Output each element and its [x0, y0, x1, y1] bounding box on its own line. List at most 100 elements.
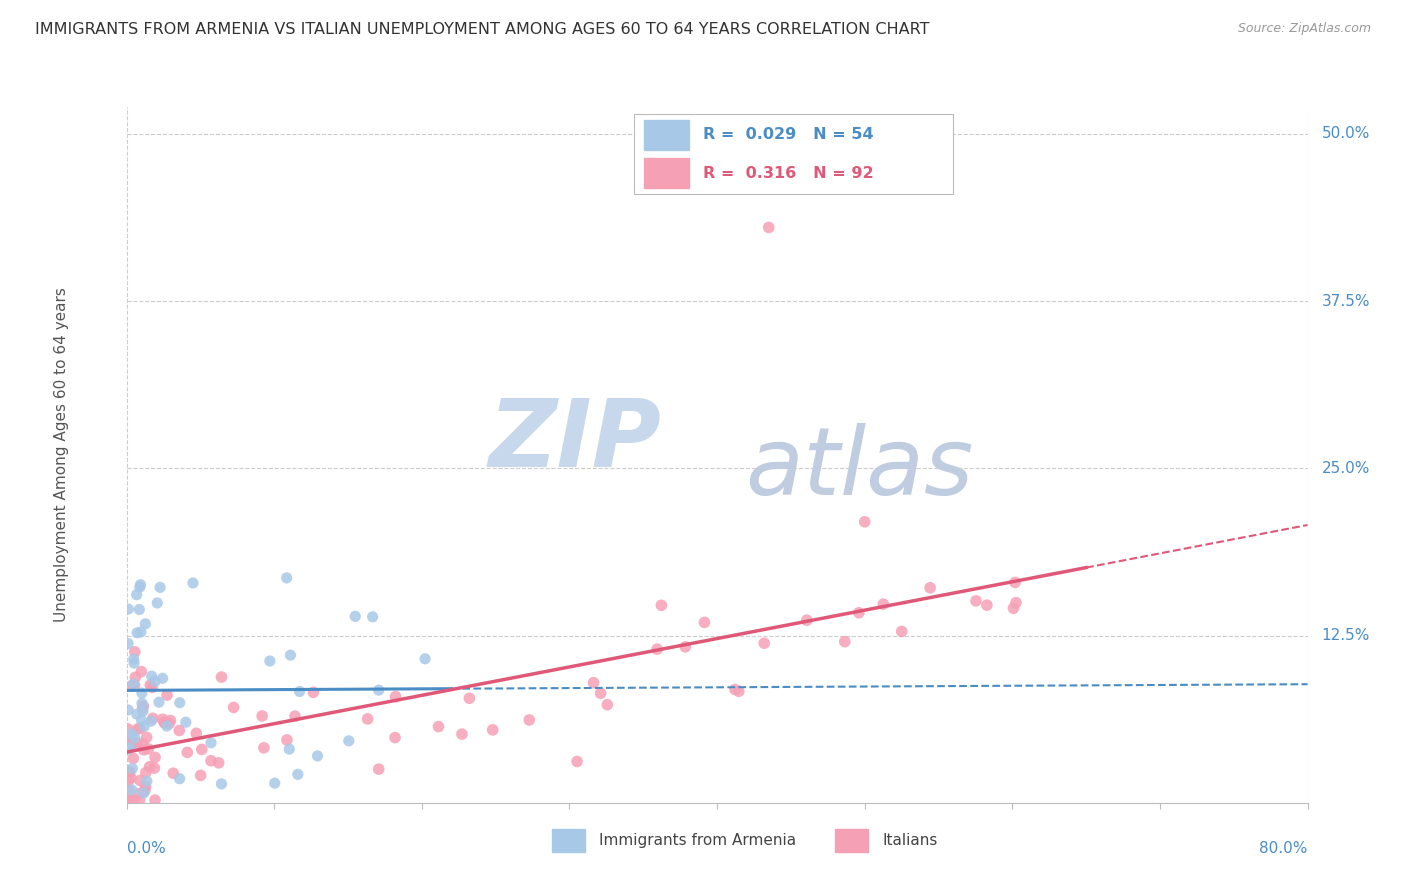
- Point: [367, 683, 389, 698]
- Point: [384, 690, 406, 704]
- Point: [121, 679, 143, 693]
- Point: [211, 777, 233, 791]
- Point: [129, 578, 152, 592]
- Point: [143, 674, 166, 689]
- Point: [302, 685, 325, 699]
- Point: [176, 745, 198, 759]
- Point: [117, 636, 139, 650]
- Point: [190, 768, 212, 782]
- Point: [129, 773, 152, 788]
- Point: [280, 648, 302, 662]
- Point: [1002, 601, 1025, 615]
- Text: Source: ZipAtlas.com: Source: ZipAtlas.com: [1237, 22, 1371, 36]
- Point: [673, 640, 696, 654]
- Point: [754, 636, 776, 650]
- Point: [191, 742, 214, 756]
- Point: [169, 696, 191, 710]
- Point: [645, 642, 668, 657]
- Point: [122, 652, 145, 666]
- Point: [222, 700, 245, 714]
- Point: [344, 609, 367, 624]
- Text: Unemployment Among Ages 60 to 64 years: Unemployment Among Ages 60 to 64 years: [53, 287, 69, 623]
- Point: [853, 515, 876, 529]
- Point: [134, 719, 156, 733]
- Point: [307, 748, 329, 763]
- Point: [458, 691, 481, 706]
- Point: [200, 736, 222, 750]
- Point: [124, 678, 146, 692]
- Point: [135, 731, 157, 745]
- Point: [143, 761, 166, 775]
- Point: [122, 751, 145, 765]
- Point: [122, 677, 145, 691]
- Point: [124, 731, 146, 745]
- Point: [284, 709, 307, 723]
- Point: [920, 581, 942, 595]
- Point: [596, 698, 619, 712]
- Text: 80.0%: 80.0%: [1260, 841, 1308, 856]
- Text: 12.5%: 12.5%: [1322, 628, 1369, 643]
- Text: 0.0%: 0.0%: [127, 841, 166, 856]
- Point: [181, 576, 204, 591]
- Point: [367, 762, 389, 776]
- Point: [152, 671, 174, 685]
- Point: [288, 684, 311, 698]
- Point: [138, 760, 160, 774]
- Point: [276, 733, 298, 747]
- Point: [132, 699, 155, 714]
- Point: [976, 598, 998, 612]
- Point: [120, 771, 142, 785]
- Point: [834, 634, 856, 648]
- Point: [159, 714, 181, 728]
- Point: [143, 750, 166, 764]
- Point: [263, 776, 285, 790]
- Point: [153, 715, 176, 730]
- Bar: [644, 158, 689, 188]
- Point: [135, 780, 157, 794]
- Point: [693, 615, 716, 630]
- Point: [276, 571, 298, 585]
- Point: [121, 782, 143, 797]
- Point: [117, 703, 139, 717]
- Point: [134, 783, 156, 797]
- Point: [117, 742, 139, 756]
- Point: [1005, 596, 1028, 610]
- Point: [124, 645, 146, 659]
- Point: [796, 613, 818, 627]
- Text: 25.0%: 25.0%: [1322, 461, 1369, 475]
- Point: [128, 602, 150, 616]
- Point: [118, 765, 141, 780]
- Point: [278, 742, 301, 756]
- Point: [117, 722, 139, 736]
- Point: [135, 774, 157, 789]
- Point: [132, 743, 155, 757]
- Text: 37.5%: 37.5%: [1322, 293, 1371, 309]
- Point: [153, 715, 176, 730]
- Point: [143, 793, 166, 807]
- Point: [131, 701, 153, 715]
- Point: [287, 767, 309, 781]
- Point: [589, 686, 612, 700]
- Point: [356, 712, 378, 726]
- Point: [139, 714, 162, 728]
- Point: [451, 727, 474, 741]
- Point: [427, 720, 450, 734]
- Text: Italians: Italians: [883, 833, 938, 848]
- Text: Immigrants from Armenia: Immigrants from Armenia: [599, 833, 796, 848]
- Point: [1004, 575, 1026, 590]
- Point: [127, 625, 149, 640]
- Point: [142, 711, 165, 725]
- Point: [129, 624, 152, 639]
- Point: [132, 737, 155, 751]
- Point: [162, 766, 184, 780]
- Point: [134, 616, 156, 631]
- Point: [169, 723, 191, 738]
- Point: [361, 609, 384, 624]
- Point: [565, 755, 588, 769]
- Point: [127, 787, 149, 801]
- Text: 50.0%: 50.0%: [1322, 127, 1369, 141]
- Point: [848, 606, 870, 620]
- Bar: [551, 830, 585, 852]
- Point: [128, 580, 150, 594]
- Point: [131, 696, 153, 710]
